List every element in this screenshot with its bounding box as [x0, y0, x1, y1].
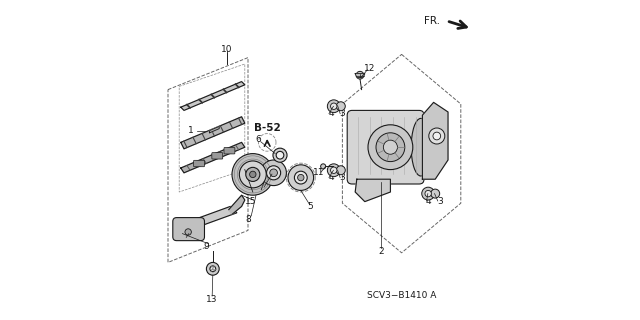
Circle shape	[422, 187, 435, 200]
Text: 3: 3	[340, 173, 345, 182]
Circle shape	[267, 166, 281, 180]
Text: 12: 12	[364, 64, 375, 73]
Polygon shape	[210, 126, 219, 133]
Polygon shape	[181, 82, 245, 110]
Circle shape	[331, 103, 337, 109]
Text: 13: 13	[207, 295, 218, 304]
Text: B-52: B-52	[254, 123, 280, 133]
Circle shape	[328, 100, 340, 113]
Text: 4: 4	[426, 197, 431, 206]
Circle shape	[298, 174, 304, 181]
Text: 8: 8	[245, 215, 251, 224]
FancyBboxPatch shape	[224, 148, 235, 154]
Circle shape	[433, 132, 440, 140]
Polygon shape	[355, 74, 365, 77]
Text: SCV3−B1410 A: SCV3−B1410 A	[367, 292, 436, 300]
Text: 2: 2	[378, 247, 383, 256]
Text: 1: 1	[188, 126, 193, 135]
FancyBboxPatch shape	[347, 110, 424, 184]
Text: FR.: FR.	[424, 16, 440, 26]
Circle shape	[331, 167, 337, 173]
Circle shape	[232, 154, 274, 195]
FancyBboxPatch shape	[193, 160, 205, 167]
Circle shape	[356, 71, 364, 79]
Text: 3: 3	[437, 197, 443, 206]
Circle shape	[337, 102, 346, 111]
Polygon shape	[181, 142, 245, 173]
Circle shape	[276, 151, 284, 159]
Text: 4: 4	[328, 109, 334, 118]
Ellipse shape	[411, 118, 430, 176]
Polygon shape	[355, 179, 390, 202]
Circle shape	[239, 161, 266, 188]
Circle shape	[294, 171, 307, 184]
Text: 5: 5	[308, 202, 313, 211]
Polygon shape	[181, 117, 245, 149]
Circle shape	[206, 262, 220, 275]
Text: 11: 11	[313, 168, 324, 177]
Circle shape	[273, 148, 287, 162]
Text: 4: 4	[328, 173, 334, 182]
Circle shape	[185, 229, 191, 235]
FancyBboxPatch shape	[212, 153, 223, 159]
Circle shape	[368, 125, 413, 170]
Circle shape	[431, 189, 440, 198]
Text: 3: 3	[340, 109, 345, 118]
Text: 14: 14	[179, 233, 190, 242]
Circle shape	[261, 160, 287, 186]
Circle shape	[425, 190, 431, 197]
Polygon shape	[178, 206, 237, 232]
Text: 10: 10	[221, 45, 233, 54]
Text: 15: 15	[246, 197, 257, 206]
Circle shape	[288, 165, 314, 190]
Text: 7: 7	[258, 183, 264, 192]
Polygon shape	[229, 195, 245, 214]
Circle shape	[383, 140, 397, 154]
Circle shape	[210, 266, 216, 272]
Circle shape	[429, 128, 445, 144]
Text: 9: 9	[204, 242, 209, 251]
Circle shape	[250, 171, 256, 178]
FancyBboxPatch shape	[173, 218, 205, 241]
Circle shape	[246, 167, 260, 181]
Polygon shape	[422, 102, 448, 179]
Circle shape	[337, 166, 346, 175]
Text: 6: 6	[256, 135, 261, 144]
Circle shape	[270, 169, 278, 177]
Circle shape	[321, 164, 326, 169]
Circle shape	[376, 133, 404, 162]
Circle shape	[328, 164, 340, 177]
